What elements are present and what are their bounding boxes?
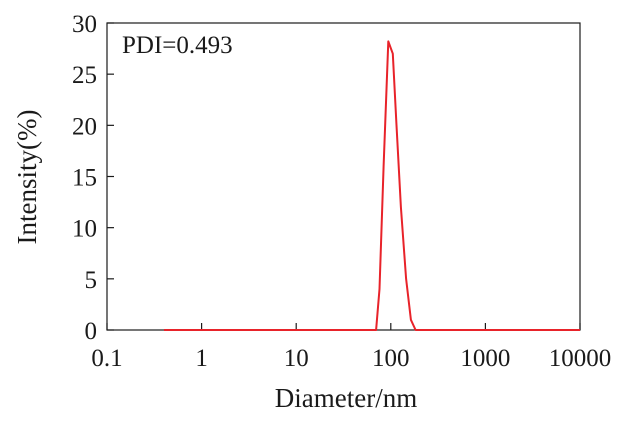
y-axis-tick-labels: 0 5 10 15 20 25 30 [72, 11, 97, 345]
y-axis-ticks [107, 22, 114, 331]
x-tick-label: 10 [284, 345, 309, 372]
pdi-annotation: PDI=0.493 [122, 32, 233, 59]
y-tick-label: 25 [72, 62, 97, 89]
y-tick-label: 20 [72, 113, 97, 140]
x-tick-label: 1 [195, 345, 208, 372]
x-tick-label: 10000 [549, 345, 612, 372]
y-tick-label: 15 [72, 165, 97, 192]
y-tick-label: 30 [72, 11, 97, 38]
y-tick-label: 5 [85, 267, 98, 294]
y-tick-label: 0 [85, 318, 98, 345]
x-tick-label: 0.1 [91, 345, 122, 372]
x-axis-tick-labels: 0.1 1 10 100 1000 10000 [91, 345, 611, 372]
series-line [164, 40, 580, 331]
y-axis-label: Intensity(%) [12, 110, 42, 245]
x-axis-label: Diameter/nm [275, 383, 417, 413]
x-tick-label: 100 [372, 345, 410, 372]
x-tick-label: 1000 [460, 345, 510, 372]
series-layer [164, 40, 580, 331]
x-axis-ticks [106, 323, 581, 330]
plot-frame [106, 22, 581, 331]
y-tick-label: 10 [72, 216, 97, 243]
